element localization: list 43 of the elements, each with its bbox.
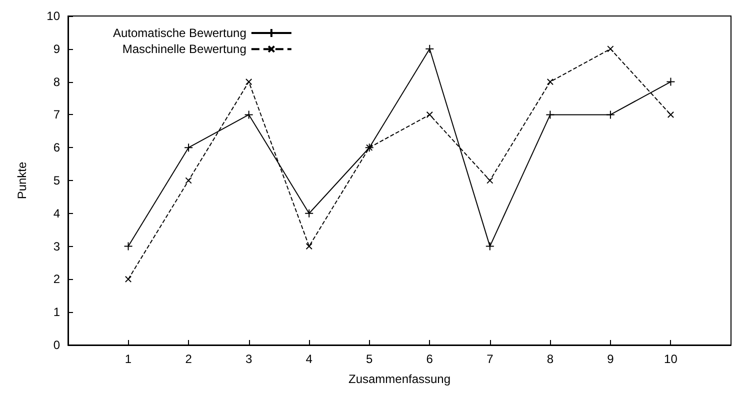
point — [667, 111, 674, 118]
point — [606, 110, 615, 120]
point — [245, 78, 252, 86]
y-tick-label: 9 — [53, 42, 60, 56]
point — [485, 242, 494, 251]
legend-label: Automatische Bewertung — [113, 26, 246, 40]
x-tick-label: 9 — [607, 352, 614, 366]
y-tick-label: 0 — [53, 338, 60, 352]
point — [244, 110, 254, 120]
x-tick-label: 7 — [486, 352, 494, 366]
point — [426, 111, 433, 118]
point — [666, 77, 676, 86]
x-axis-title: Zusammenfassung — [348, 372, 451, 386]
x-tick-label: 5 — [366, 352, 374, 366]
y-tick-label: 10 — [46, 9, 60, 23]
y-tick-label: 8 — [53, 74, 60, 89]
y-axis-title: Punkte — [15, 161, 29, 200]
point — [124, 276, 132, 283]
point — [546, 78, 554, 86]
point — [486, 177, 494, 184]
point — [546, 110, 555, 120]
y-tick-label: 3 — [53, 239, 60, 254]
point — [185, 177, 192, 184]
x-tick-label: 8 — [546, 352, 554, 366]
x-tick-label: 1 — [124, 352, 132, 366]
point — [304, 208, 314, 218]
x-tick-label: 10 — [664, 352, 678, 366]
legend-label: Maschinelle Bewertung — [122, 42, 246, 56]
y-tick-label: 7 — [53, 108, 60, 122]
point — [184, 143, 194, 152]
y-tick-label: 5 — [53, 174, 60, 188]
x-tick-label: 6 — [426, 352, 434, 366]
y-tick-label: 4 — [53, 206, 60, 220]
y-tick-label: 6 — [53, 140, 60, 155]
point — [124, 242, 133, 251]
x-tick-label: 4 — [306, 352, 313, 366]
y-tick-label: 2 — [53, 272, 60, 286]
x-tick-label: 2 — [185, 352, 192, 366]
point — [607, 46, 614, 52]
point — [425, 44, 434, 54]
x-tick-label: 3 — [245, 352, 252, 366]
y-tick-label: 1 — [53, 305, 60, 320]
point — [306, 242, 312, 250]
